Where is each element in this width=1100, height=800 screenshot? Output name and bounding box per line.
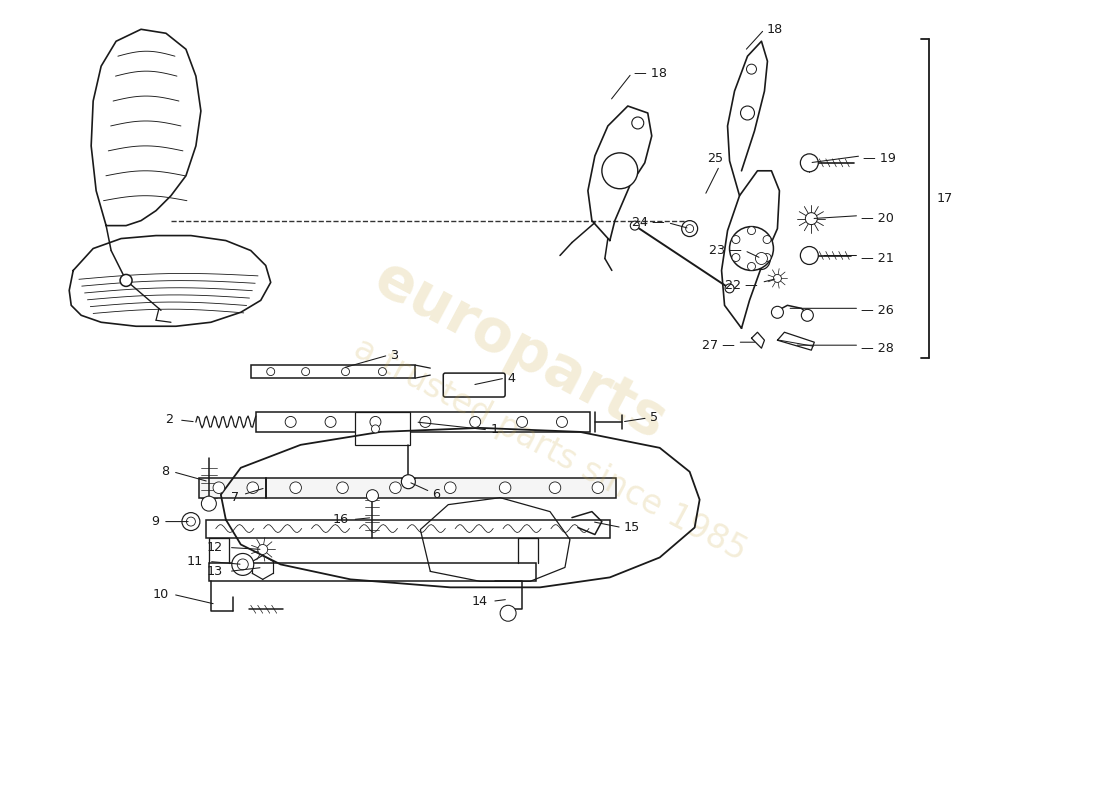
Text: 7: 7 xyxy=(231,491,239,504)
FancyBboxPatch shape xyxy=(355,412,410,445)
Text: 16: 16 xyxy=(332,513,349,526)
Circle shape xyxy=(801,154,818,172)
Text: 12: 12 xyxy=(207,541,223,554)
Circle shape xyxy=(517,417,528,427)
Circle shape xyxy=(337,482,349,494)
Text: 10: 10 xyxy=(153,588,169,601)
Circle shape xyxy=(756,253,768,265)
Circle shape xyxy=(326,417,336,427)
Text: 1: 1 xyxy=(491,423,498,436)
Circle shape xyxy=(266,368,275,375)
Circle shape xyxy=(549,482,561,494)
Circle shape xyxy=(801,246,818,265)
Circle shape xyxy=(372,425,379,433)
Text: 4: 4 xyxy=(507,371,515,385)
Circle shape xyxy=(771,306,783,318)
Text: — 20: — 20 xyxy=(861,212,894,225)
Text: — 26: — 26 xyxy=(861,304,894,317)
Circle shape xyxy=(285,417,296,427)
Circle shape xyxy=(557,417,568,427)
Circle shape xyxy=(420,417,431,427)
Text: 3: 3 xyxy=(390,349,398,362)
Text: 27 —: 27 — xyxy=(702,338,735,352)
Circle shape xyxy=(748,262,756,270)
Text: — 28: — 28 xyxy=(861,342,894,354)
FancyBboxPatch shape xyxy=(251,365,416,378)
Circle shape xyxy=(341,368,350,375)
Circle shape xyxy=(805,213,817,225)
Text: 11: 11 xyxy=(187,555,202,568)
Text: 15: 15 xyxy=(624,521,640,534)
Text: 23 —: 23 — xyxy=(708,244,741,257)
Circle shape xyxy=(301,368,309,375)
Circle shape xyxy=(232,554,254,575)
Text: 25: 25 xyxy=(707,152,724,166)
Circle shape xyxy=(499,482,510,494)
Circle shape xyxy=(238,559,249,570)
Circle shape xyxy=(602,153,638,189)
Circle shape xyxy=(729,226,773,270)
Circle shape xyxy=(257,545,267,554)
FancyBboxPatch shape xyxy=(209,563,536,582)
Ellipse shape xyxy=(752,247,770,270)
Circle shape xyxy=(378,368,386,375)
Text: 24 —: 24 — xyxy=(632,216,664,229)
Circle shape xyxy=(248,482,258,494)
Circle shape xyxy=(186,517,196,526)
Text: 9: 9 xyxy=(151,515,160,528)
Circle shape xyxy=(213,482,224,494)
Text: 14: 14 xyxy=(472,594,488,608)
Text: — 18: — 18 xyxy=(634,66,667,80)
FancyBboxPatch shape xyxy=(255,412,590,432)
Text: 6: 6 xyxy=(432,488,440,501)
Circle shape xyxy=(630,221,639,230)
Circle shape xyxy=(370,417,381,427)
Text: 2: 2 xyxy=(165,414,173,426)
Circle shape xyxy=(725,284,734,293)
Circle shape xyxy=(763,254,771,262)
Circle shape xyxy=(402,474,416,489)
Circle shape xyxy=(201,496,217,511)
Text: 17: 17 xyxy=(937,192,954,206)
Circle shape xyxy=(748,226,756,234)
Circle shape xyxy=(685,225,694,233)
Text: — 19: — 19 xyxy=(864,152,896,166)
FancyBboxPatch shape xyxy=(206,519,609,538)
Text: a trusted parts since 1985: a trusted parts since 1985 xyxy=(348,332,752,568)
Circle shape xyxy=(120,274,132,286)
Circle shape xyxy=(470,417,481,427)
Circle shape xyxy=(500,606,516,622)
Circle shape xyxy=(732,254,740,262)
Circle shape xyxy=(773,274,781,282)
Circle shape xyxy=(732,235,740,243)
Circle shape xyxy=(366,490,378,502)
Circle shape xyxy=(389,482,402,494)
Circle shape xyxy=(763,235,771,243)
Circle shape xyxy=(592,482,604,494)
Text: 13: 13 xyxy=(207,565,223,578)
Text: 5: 5 xyxy=(650,411,658,425)
Circle shape xyxy=(740,106,755,120)
Circle shape xyxy=(747,64,757,74)
FancyBboxPatch shape xyxy=(443,373,505,397)
Circle shape xyxy=(682,221,697,237)
Text: — 21: — 21 xyxy=(861,252,894,265)
FancyBboxPatch shape xyxy=(199,478,616,498)
Text: europarts: europarts xyxy=(364,250,675,451)
Text: 8: 8 xyxy=(161,466,169,478)
Circle shape xyxy=(290,482,301,494)
Circle shape xyxy=(631,117,644,129)
Circle shape xyxy=(444,482,456,494)
Circle shape xyxy=(182,513,200,530)
Circle shape xyxy=(802,310,813,322)
Text: 18: 18 xyxy=(767,22,783,36)
Text: 22 —: 22 — xyxy=(725,279,758,292)
